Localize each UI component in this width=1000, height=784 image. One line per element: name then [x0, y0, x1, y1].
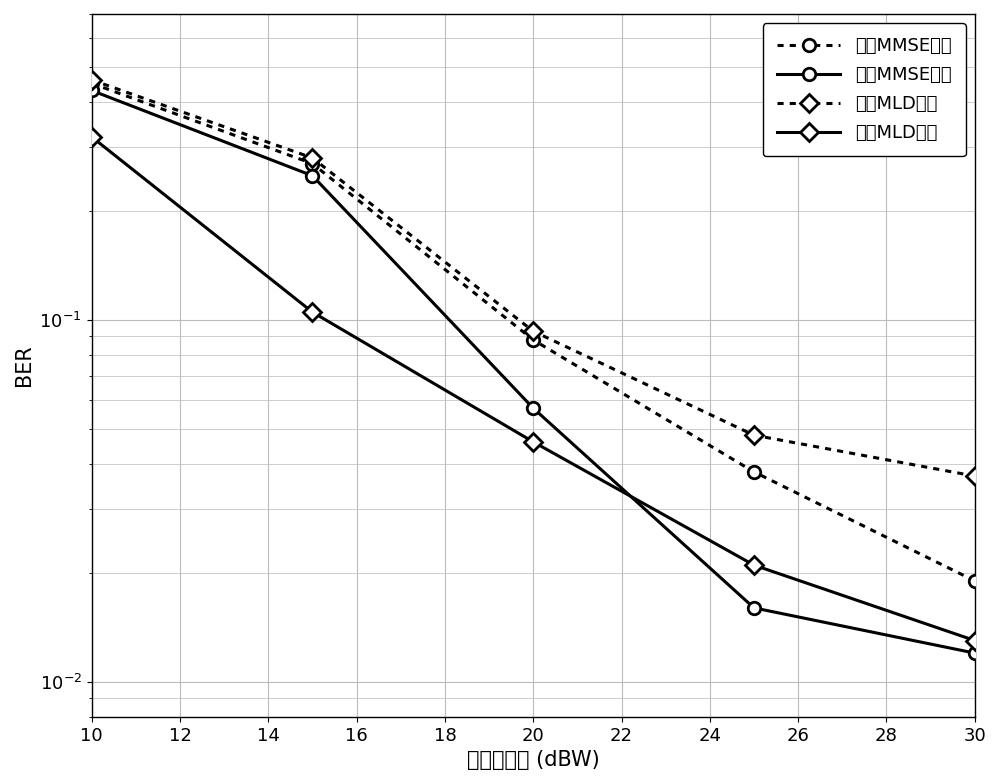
- 传统MLD算法: [969, 471, 981, 481]
- 改进MMSE算法: [86, 85, 98, 95]
- Line: 传统MMSE算法: 传统MMSE算法: [85, 77, 981, 587]
- 改进MLD算法: [306, 307, 318, 317]
- Line: 传统MLD算法: 传统MLD算法: [85, 74, 981, 482]
- 传统MMSE算法: [969, 576, 981, 586]
- 传统MMSE算法: [748, 467, 760, 477]
- Legend: 传统MMSE算法, 改进MMSE算法, 传统MLD算法, 改进MLD算法: 传统MMSE算法, 改进MMSE算法, 传统MLD算法, 改进MLD算法: [763, 23, 966, 156]
- 改进MLD算法: [527, 437, 539, 447]
- 改进MLD算法: [969, 636, 981, 645]
- 传统MLD算法: [86, 75, 98, 85]
- 传统MLD算法: [306, 153, 318, 162]
- 改进MMSE算法: [306, 171, 318, 180]
- Y-axis label: BER: BER: [14, 344, 34, 387]
- Line: 改进MMSE算法: 改进MMSE算法: [85, 84, 981, 659]
- 传统MLD算法: [748, 430, 760, 440]
- 传统MMSE算法: [527, 336, 539, 345]
- 传统MLD算法: [527, 326, 539, 336]
- 改进MLD算法: [748, 561, 760, 570]
- 改进MMSE算法: [748, 603, 760, 612]
- 改进MMSE算法: [969, 648, 981, 658]
- 传统MMSE算法: [306, 159, 318, 169]
- 改进MLD算法: [86, 132, 98, 142]
- 传统MMSE算法: [86, 78, 98, 88]
- Line: 改进MLD算法: 改进MLD算法: [85, 131, 981, 647]
- 改进MMSE算法: [527, 404, 539, 413]
- X-axis label: 发送光功率 (dBW): 发送光功率 (dBW): [467, 750, 600, 770]
